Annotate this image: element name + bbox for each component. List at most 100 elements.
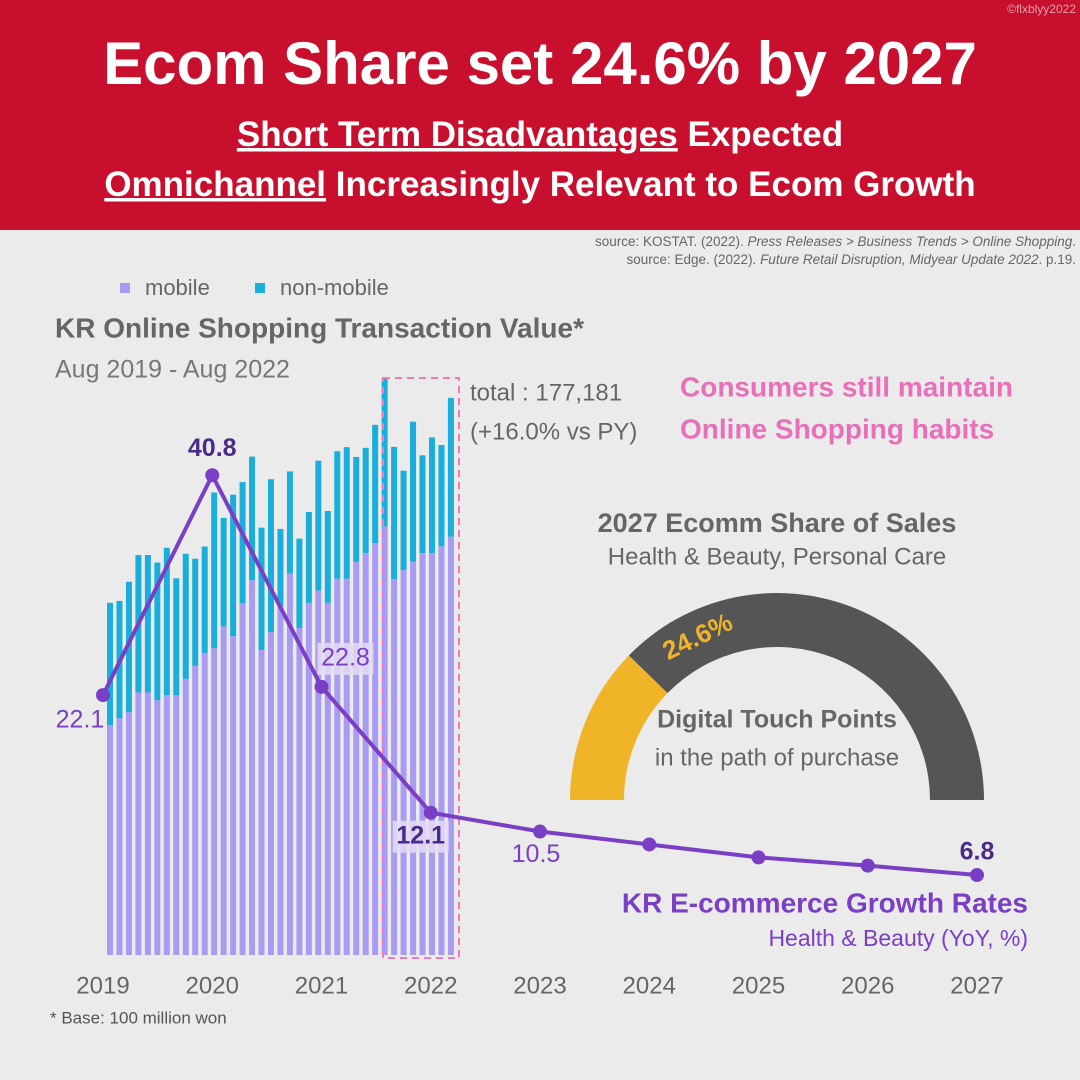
bar-segment [305,602,312,955]
bar-segment [211,492,218,649]
bar-segment [305,511,312,603]
bar-segment [353,561,360,955]
annotation: total : 177,181 [470,379,622,406]
source-text: . p.19. [1038,252,1076,267]
callout: Consumers still maintain [680,371,1013,402]
point [205,468,220,483]
source-text: source: Edge. (2022). [626,252,760,267]
point [751,850,766,865]
annotation: (+16.0% vs PY) [470,418,637,445]
bar-segment [362,553,369,955]
x-tick-label: 2027 [950,972,1003,999]
bar-segment [154,562,161,701]
bar-segment [410,561,417,955]
bar-segment [239,482,246,604]
bar-segment [447,397,454,537]
source-title: Future Retail Disruption, Midyear Update… [760,252,1039,267]
bar-segment [353,456,360,562]
x-tick-label: 2024 [623,972,676,999]
bar-segment [391,579,398,955]
bar-segment [107,725,113,955]
bar-segment [249,456,256,581]
bar-segment [334,451,341,579]
bar-segment [324,602,331,955]
callout: Online Shopping habits [680,413,994,444]
source: source: Edge. (2022). Future Retail Disr… [626,252,1076,267]
header-rest: Expected [678,115,843,154]
bar-segment [192,665,199,955]
bar-segment [343,447,350,579]
bar-segment [230,636,237,955]
bar-segment [135,692,142,955]
bar-segment [381,378,388,527]
point [970,868,984,883]
bar-segment [438,546,445,955]
header-rest: Increasingly Relevant to Ecom Growth [326,165,976,204]
gauge-value [570,655,668,800]
legend-label: non-mobile [280,275,389,300]
data-label: 22.8 [321,643,370,671]
bar-segment [267,632,274,955]
point [96,688,110,703]
bar-segment [296,627,303,955]
bar-segment [173,695,180,955]
x-tick-label: 2022 [404,972,457,999]
bar-segment [201,546,208,654]
label-bg [317,642,374,675]
bar-segment [400,570,407,955]
credit: ©flxblyy2022 [1007,2,1076,16]
bar-segment [410,421,417,562]
gauge-title: 2027 Ecomm Share of Sales [598,508,957,538]
label-bg [392,820,449,853]
bar-segment [286,573,293,955]
point [860,858,875,873]
header-line: Short Term Disadvantages Expected [237,115,843,154]
x-tick-label: 2019 [76,972,129,999]
bar-segment [163,547,170,696]
bar-segment [391,446,398,580]
bar-chart-title: KR Online Shopping Transaction Value* [55,312,584,343]
bar-segment [381,526,388,955]
header-line: Omnichannel Increasingly Relevant to Eco… [104,165,975,204]
bar-segment [400,470,407,571]
data-label: 40.8 [188,434,237,462]
legend-label: mobile [145,275,210,300]
bar-segment [220,626,227,955]
line-chart-title: KR E-commerce Growth Rates [622,887,1028,918]
bar-segment [419,455,426,554]
bar-segment [267,479,274,633]
bar-chart [107,378,454,955]
bar-segment [144,692,151,955]
point [642,837,657,852]
bar-segment [258,527,265,650]
bar-segment [315,460,322,591]
header-emph: Short Term Disadvantages [237,115,678,154]
line-chart-subtitle: Health & Beauty (YoY, %) [768,925,1028,951]
gauge-center: Digital Touch Points [657,706,897,734]
source: source: KOSTAT. (2022). Press Releases >… [595,234,1076,249]
bar-chart-subtitle: Aug 2019 - Aug 2022 [55,356,290,384]
x-tick-label: 2021 [295,972,348,999]
bar-segment [286,471,293,574]
bar-segment [438,444,445,547]
x-tick-label: 2026 [841,972,894,999]
bar-segment [362,447,369,554]
header-band [0,0,1080,230]
highlight-box [382,377,460,959]
bar-segment [296,538,303,628]
bar-segment [428,553,435,955]
bar-segment [211,648,218,955]
data-label: 12.1 [396,821,445,849]
bar-segment [428,437,435,554]
header-title: Ecom Share set 24.6% by 2027 [103,30,977,97]
legend-swatch [255,283,265,293]
gauge-track [628,592,984,800]
bar-segment [239,603,246,955]
point [423,805,438,820]
gauge-center: in the path of purchase [655,744,899,771]
bar-segment [324,511,331,603]
header-emph: Omnichannel [104,165,326,204]
bar-segment [419,553,426,955]
point [314,679,329,694]
